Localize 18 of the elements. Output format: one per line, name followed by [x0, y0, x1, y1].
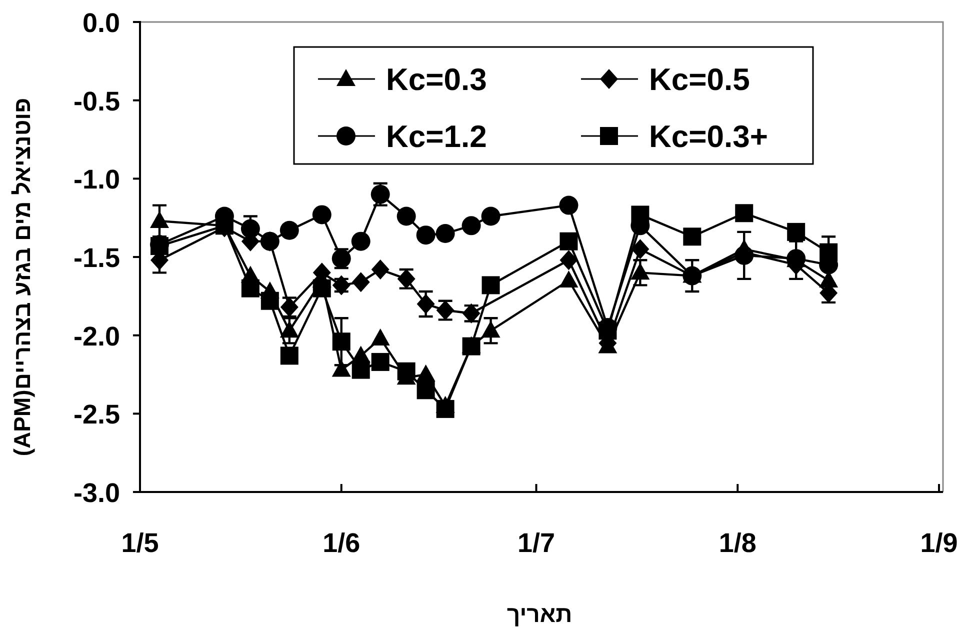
- y-tick-label: -1.5: [73, 243, 120, 273]
- y-tick-label: -2.0: [73, 321, 120, 352]
- y-tick-label: -2.5: [73, 400, 120, 430]
- x-tick-label: 1/9: [920, 528, 958, 558]
- y-tick-label: 0.0: [82, 8, 120, 38]
- legend-label: Kc=0.3: [386, 62, 487, 97]
- legend-label: Kc=1.2: [386, 119, 487, 154]
- y-axis-title: פוטנציאל מים בגזע בצהריים(APM): [9, 98, 35, 456]
- x-tick-label: 1/8: [718, 528, 756, 558]
- x-tick-label: 1/6: [322, 528, 360, 558]
- y-tick-label: -3.0: [73, 478, 120, 508]
- y-tick-label: -0.5: [73, 86, 120, 116]
- legend-label: Kc=0.5: [649, 62, 750, 97]
- x-tick-label: 1/7: [517, 528, 556, 558]
- x-tick-label: 1/5: [121, 528, 159, 558]
- y-tick-label: -1.0: [73, 164, 120, 195]
- x-axis-title: תאריך: [506, 601, 572, 627]
- legend-label: Kc=0.3+: [649, 119, 768, 154]
